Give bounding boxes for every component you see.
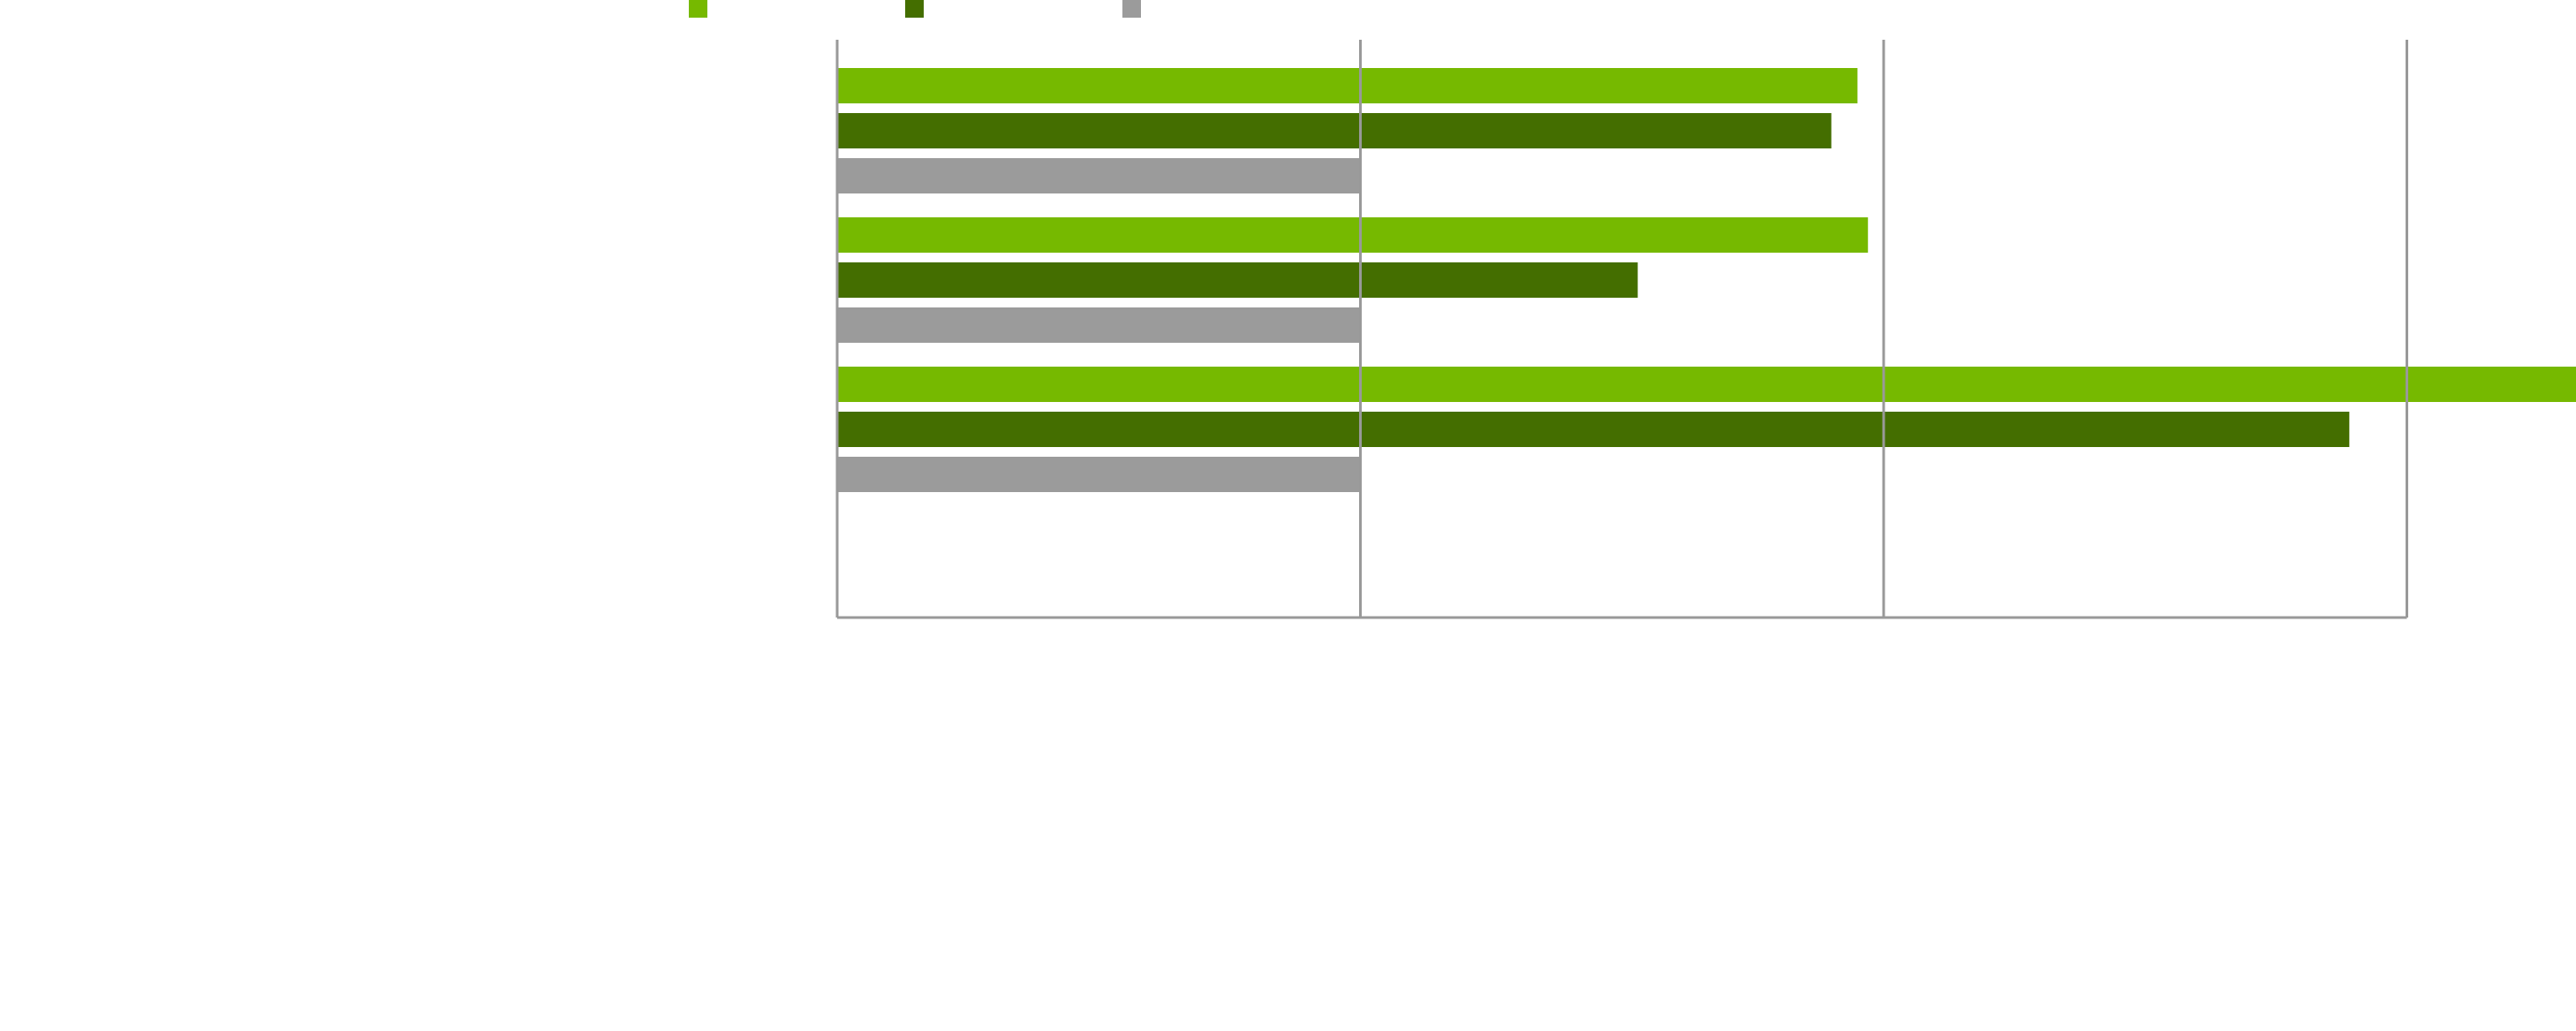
bar <box>837 113 1832 148</box>
bar <box>837 68 1858 103</box>
bar <box>837 307 1361 343</box>
bar <box>837 158 1361 193</box>
bar <box>837 262 1638 298</box>
legend-swatch <box>1122 0 1141 18</box>
legend-swatch <box>905 0 924 18</box>
legend-swatch <box>689 0 707 18</box>
bar <box>837 457 1361 492</box>
bar <box>837 217 1869 253</box>
bar <box>837 412 2350 447</box>
bar <box>837 367 2576 402</box>
